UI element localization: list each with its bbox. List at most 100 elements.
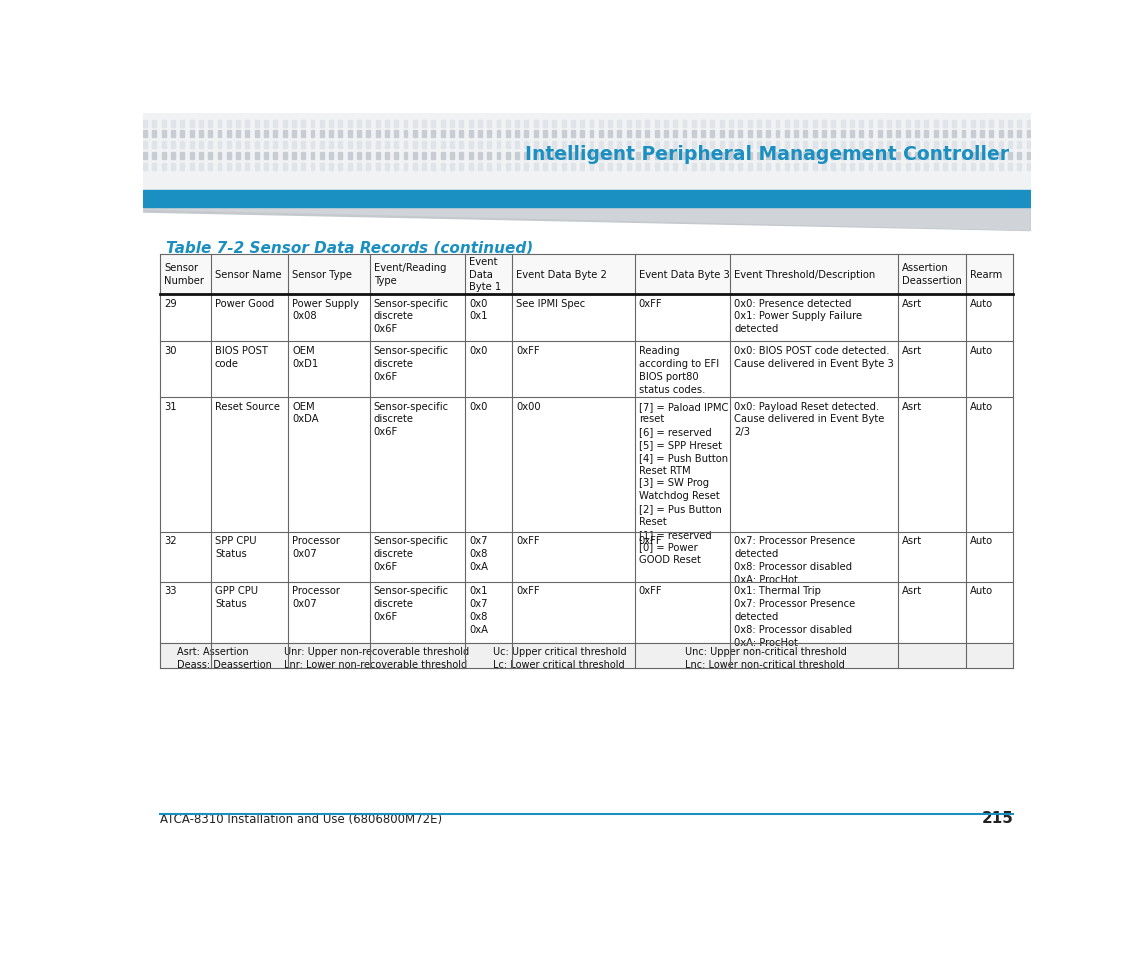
Text: Reading
according to EFI
BIOS port80
status codes.: Reading according to EFI BIOS port80 sta… xyxy=(639,346,719,395)
Bar xyxy=(795,132,798,138)
Bar xyxy=(543,164,547,171)
Bar xyxy=(766,142,771,149)
Bar xyxy=(292,142,295,149)
Bar xyxy=(423,132,426,138)
Bar xyxy=(245,132,250,138)
Bar xyxy=(664,142,668,149)
Bar xyxy=(468,132,473,138)
Text: 29: 29 xyxy=(164,298,176,308)
Bar xyxy=(840,164,845,171)
Bar xyxy=(283,152,286,160)
Bar xyxy=(218,120,221,128)
Bar xyxy=(245,142,250,149)
Bar xyxy=(497,152,500,160)
Bar xyxy=(1036,120,1040,128)
Bar xyxy=(608,120,611,128)
Bar xyxy=(775,142,780,149)
Bar xyxy=(729,152,733,160)
Bar xyxy=(924,142,929,149)
Bar xyxy=(376,164,379,171)
Bar xyxy=(394,142,398,149)
Bar xyxy=(468,142,473,149)
Bar xyxy=(274,142,277,149)
Bar xyxy=(264,152,268,160)
Bar xyxy=(199,132,203,138)
Bar xyxy=(394,120,398,128)
Bar xyxy=(329,120,333,128)
Text: 0xFF: 0xFF xyxy=(639,536,663,546)
Bar xyxy=(906,152,909,160)
Bar xyxy=(859,132,863,138)
Text: Sensor-specific
discrete
0x6F: Sensor-specific discrete 0x6F xyxy=(373,401,449,436)
Bar xyxy=(160,254,1013,294)
Bar xyxy=(710,120,714,128)
Bar xyxy=(989,164,994,171)
Bar xyxy=(339,164,342,171)
Bar xyxy=(850,132,854,138)
Bar xyxy=(394,132,398,138)
Bar xyxy=(571,120,575,128)
Bar xyxy=(245,152,250,160)
Bar xyxy=(199,152,203,160)
Bar xyxy=(692,120,696,128)
Bar xyxy=(673,142,677,149)
Bar xyxy=(152,152,157,160)
Text: Rearm: Rearm xyxy=(970,270,1002,279)
Bar xyxy=(840,132,845,138)
Bar xyxy=(171,164,175,171)
Bar xyxy=(795,120,798,128)
Bar xyxy=(831,152,835,160)
Text: Intelligent Peripheral Management Controller: Intelligent Peripheral Management Contro… xyxy=(524,145,1009,164)
Bar xyxy=(655,164,658,171)
Bar xyxy=(766,164,771,171)
Bar xyxy=(962,152,965,160)
Bar xyxy=(840,142,845,149)
Bar xyxy=(655,132,658,138)
Bar xyxy=(403,120,408,128)
Bar xyxy=(664,152,668,160)
Text: Power Supply
0x08: Power Supply 0x08 xyxy=(292,298,360,321)
Bar xyxy=(608,164,611,171)
Text: ATCA-8310 Installation and Use (6806800M72E): ATCA-8310 Installation and Use (6806800M… xyxy=(160,812,442,825)
Bar xyxy=(784,132,789,138)
Bar xyxy=(534,164,538,171)
Bar xyxy=(581,132,584,138)
Bar xyxy=(1008,152,1012,160)
Bar xyxy=(1036,142,1040,149)
Bar xyxy=(506,164,510,171)
Bar xyxy=(264,164,268,171)
Bar xyxy=(227,152,230,160)
Bar xyxy=(180,152,184,160)
Bar xyxy=(348,132,352,138)
Bar xyxy=(729,120,733,128)
Bar xyxy=(1008,132,1012,138)
Bar xyxy=(720,132,724,138)
Bar xyxy=(1027,142,1030,149)
Bar xyxy=(933,164,938,171)
Bar xyxy=(720,152,724,160)
Bar xyxy=(199,120,203,128)
Bar xyxy=(795,164,798,171)
Text: Event/Reading
Type: Event/Reading Type xyxy=(373,263,447,286)
Bar xyxy=(190,120,194,128)
Bar xyxy=(962,142,965,149)
Bar xyxy=(1036,152,1040,160)
Bar xyxy=(161,152,166,160)
Bar xyxy=(887,152,891,160)
Bar xyxy=(180,164,184,171)
Bar xyxy=(943,142,947,149)
Bar xyxy=(710,164,714,171)
Bar xyxy=(720,164,724,171)
Bar xyxy=(552,120,556,128)
Bar xyxy=(626,132,631,138)
Bar xyxy=(831,142,835,149)
Bar xyxy=(562,120,566,128)
Bar xyxy=(822,120,826,128)
Bar xyxy=(850,164,854,171)
Bar xyxy=(869,120,872,128)
Bar xyxy=(376,142,379,149)
Text: Event Threshold/Description: Event Threshold/Description xyxy=(734,270,876,279)
Text: Power Good: Power Good xyxy=(215,298,274,308)
Text: Asrt: Asrt xyxy=(902,536,922,546)
Bar xyxy=(515,152,519,160)
